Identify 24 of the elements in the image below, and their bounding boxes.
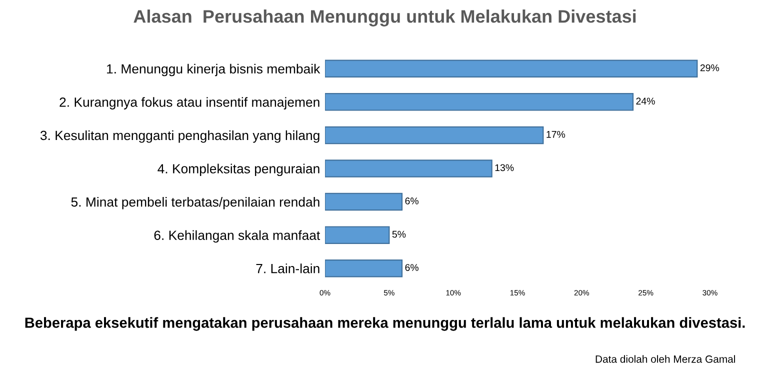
bar (325, 192, 403, 211)
bar (325, 226, 390, 244)
bar (325, 259, 403, 278)
data-label: 13% (495, 164, 514, 172)
y-tick-label: 3. Kesulitan mengganti penghasilan yang hilang (40, 130, 320, 143)
data-label: 6% (405, 198, 418, 204)
bar (325, 160, 492, 178)
bar (325, 126, 544, 144)
y-tick-label: 4. Kompleksitas penguraian (158, 164, 320, 176)
bar (325, 60, 698, 78)
data-label: 17% (546, 130, 566, 138)
data-label: 6% (405, 264, 418, 271)
y-tick-label: 1. Menunggu kinerja bisnis membaik (107, 64, 320, 76)
chart-title: Alasan Perusahaan Menunggu untuk Melakukan Divestasi (134, 10, 636, 26)
y-tick-label: 5. Minat pembeli terbatas/penilaian rendah (71, 197, 320, 210)
y-tick-label: 2. Kurangnya fokus atau insentif manajemen (60, 97, 320, 110)
data-label: 24% (636, 98, 655, 104)
bar (325, 93, 634, 111)
y-tick-label: 6. Kehilangan skala manfaat (154, 230, 320, 243)
y-tick-label: 7. Lain-lain (256, 264, 320, 274)
data-label: 29% (700, 64, 720, 72)
data-label: 5% (392, 230, 406, 238)
text: Beberapa eksekutif mengatakan perusahaan mereka menunggu terlalu lama untuk melakukan divestasi. (25, 317, 745, 331)
text: Data diolah oleh Merza Gamal (596, 355, 735, 363)
